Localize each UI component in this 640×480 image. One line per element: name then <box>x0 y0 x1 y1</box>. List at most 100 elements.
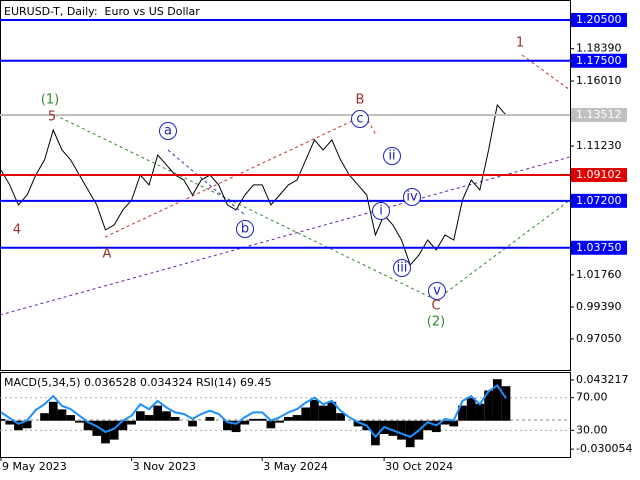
wave-circle <box>351 110 369 128</box>
macd-bar <box>266 420 276 429</box>
macd-bar <box>397 420 406 440</box>
macd-bar <box>109 420 119 440</box>
trend-line <box>435 199 571 301</box>
macd-bar <box>353 420 363 427</box>
macd-bar <box>388 420 398 436</box>
macd-bar <box>135 411 145 421</box>
macd-bar <box>336 413 345 421</box>
macd-bar <box>501 386 511 421</box>
y-tick-label: 0.97050 <box>576 332 622 345</box>
macd-bar <box>5 420 15 425</box>
macd-bar <box>57 409 67 421</box>
macd-bar <box>423 420 432 431</box>
macd-bar <box>458 405 467 421</box>
macd-bar <box>318 405 328 421</box>
y-tick-label: 30.00 <box>576 423 608 436</box>
wave-label: iv <box>406 190 418 205</box>
macd-bar <box>162 411 171 421</box>
wave-circle <box>428 282 446 300</box>
wave-circle <box>393 259 411 277</box>
macd-bar <box>83 420 93 431</box>
level-box <box>571 108 627 123</box>
level-label: 1.07200 <box>576 194 622 207</box>
macd-bar <box>127 420 136 425</box>
level-label: 1.20500 <box>576 13 622 26</box>
level-box <box>571 12 627 27</box>
macd-bar <box>484 390 493 421</box>
wave-label: b <box>241 222 249 237</box>
trend-line <box>364 114 377 136</box>
chart-title: EURUSD-T, Daily: Euro vs US Dollar <box>4 5 200 18</box>
macd-bar <box>440 420 450 425</box>
macd-bar <box>22 420 32 429</box>
macd-bar <box>223 420 232 431</box>
wave-circle <box>403 188 421 206</box>
wave-label: 4 <box>13 223 21 238</box>
wave-circle <box>372 202 390 220</box>
x-tick-label: 3 May 2024 <box>263 460 328 473</box>
rsi-line <box>0 384 507 439</box>
x-tick-label: 30 Oct 2024 <box>385 460 453 473</box>
wave-label: (2) <box>427 315 445 330</box>
wave-label: A <box>103 247 112 262</box>
level-label: 1.17500 <box>576 54 622 67</box>
y-tick-label: 0.99390 <box>576 300 622 313</box>
wave-circle <box>236 220 254 238</box>
wave-label: 1 <box>516 36 524 51</box>
macd-bar <box>40 413 49 421</box>
macd-bar <box>405 420 415 448</box>
macd-bar <box>66 415 76 421</box>
wave-label: ii <box>388 149 395 164</box>
wave-label: i <box>379 204 383 219</box>
x-tick-label: 3 Nov 2023 <box>133 460 196 473</box>
level-box <box>571 240 627 255</box>
level-label: 1.13512 <box>576 108 622 121</box>
macd-bar <box>144 415 154 421</box>
macd-bar <box>310 399 319 421</box>
wave-label: c <box>356 112 363 127</box>
y-tick-label: 70.00 <box>576 391 608 404</box>
macd-bar <box>492 379 502 421</box>
wave-circle <box>159 122 177 140</box>
level-box <box>571 167 627 182</box>
wave-label: 5 <box>48 110 56 125</box>
macd-bar <box>231 420 241 433</box>
macd-bar <box>249 418 258 421</box>
macd-bar <box>170 416 180 421</box>
macd-bar <box>14 420 23 431</box>
macd-bar <box>153 405 163 421</box>
macd-bar <box>275 420 284 423</box>
indicator-title: MACD(5,34,5) 0.036528 0.034324 RSI(14) 6… <box>4 376 271 389</box>
y-tick-label: 0.043217 <box>576 373 629 386</box>
main-frame <box>0 0 571 371</box>
trend-line <box>521 54 571 91</box>
macd-bar <box>475 403 485 421</box>
macd-bar <box>75 420 84 423</box>
y-tick-label: 1.18390 <box>576 42 622 55</box>
macd-bar <box>48 401 58 421</box>
sub-frame <box>0 372 571 458</box>
level-label: 1.03750 <box>576 241 622 254</box>
macd-bar <box>301 407 311 421</box>
y-tick-label: 1.11230 <box>576 139 622 152</box>
macd-bar <box>466 398 476 421</box>
macd-bar <box>240 420 250 425</box>
macd-bar <box>371 420 380 446</box>
y-tick-label: -0.030054 <box>576 442 632 455</box>
wave-label: v <box>433 284 441 299</box>
wave-circle <box>383 147 401 165</box>
macd-bar <box>292 415 302 421</box>
macd-bar <box>92 420 102 436</box>
wave-label: (1) <box>41 93 59 108</box>
macd-bar <box>0 418 6 421</box>
trend-line <box>54 114 437 301</box>
wave-label: C <box>431 299 440 314</box>
macd-bar <box>188 420 197 427</box>
level-box <box>571 53 627 68</box>
level-label: 1.09102 <box>576 168 622 181</box>
macd-bar <box>327 401 337 421</box>
y-tick-label: 1.16010 <box>576 74 622 87</box>
macd-bar <box>449 420 459 427</box>
y-tick-label: 1.01760 <box>576 268 622 281</box>
